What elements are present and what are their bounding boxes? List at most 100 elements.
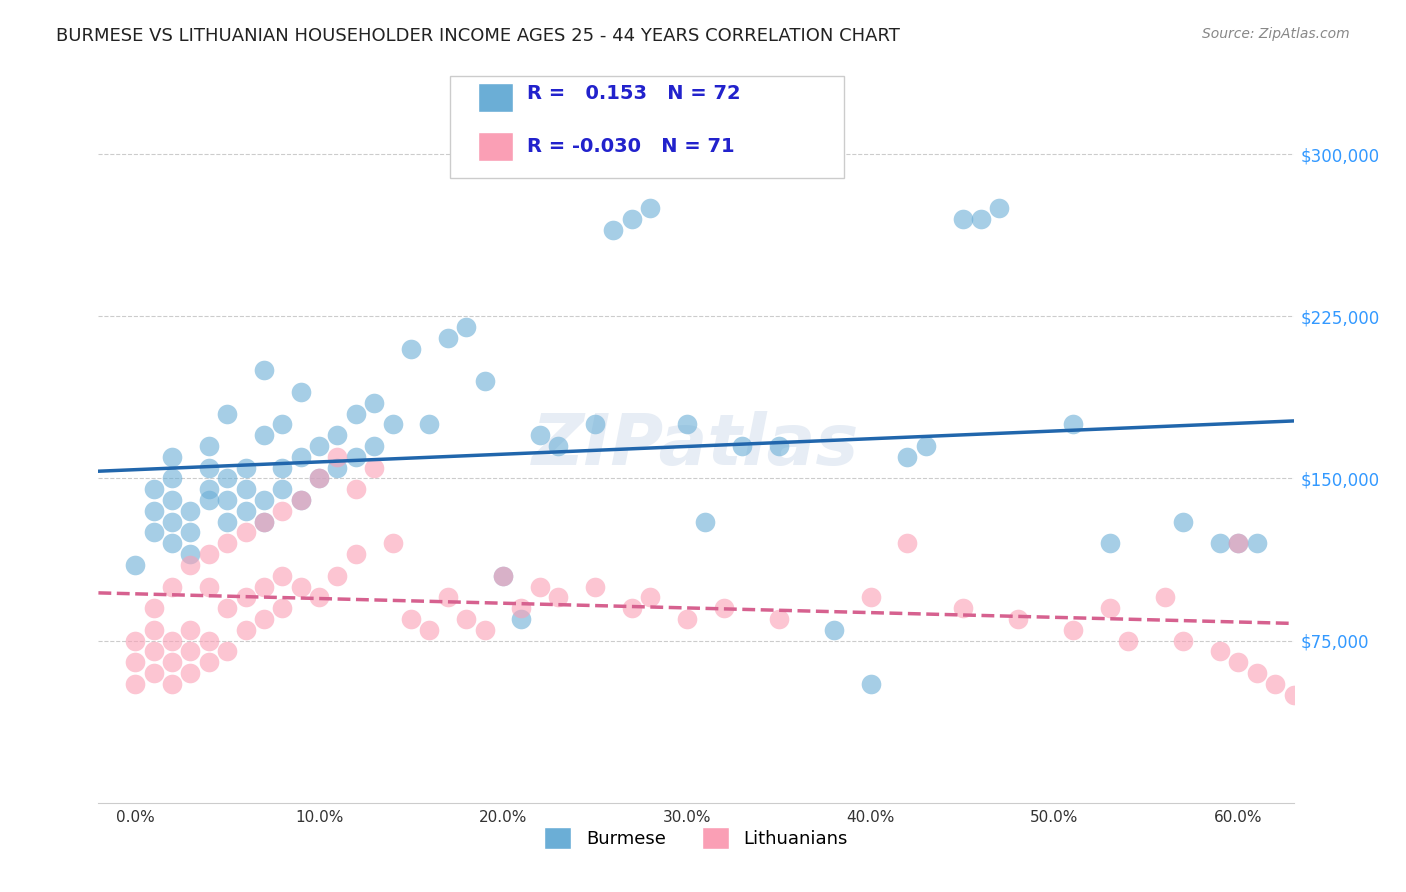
Point — [638, 201, 661, 215]
Point — [290, 493, 312, 508]
Point — [217, 407, 239, 421]
Point — [271, 460, 294, 475]
Point — [1246, 536, 1268, 550]
Text: Source: ZipAtlas.com: Source: ZipAtlas.com — [1202, 27, 1350, 41]
Point — [271, 601, 294, 615]
Point — [124, 677, 146, 691]
Point — [675, 612, 697, 626]
Point — [217, 471, 239, 485]
Point — [418, 623, 440, 637]
Point — [253, 493, 276, 508]
Point — [160, 633, 183, 648]
Point — [217, 644, 239, 658]
Point — [271, 568, 294, 582]
Point — [713, 601, 735, 615]
Point — [197, 633, 219, 648]
Point — [197, 655, 219, 669]
Point — [547, 439, 569, 453]
Point — [896, 450, 918, 464]
Point — [142, 601, 165, 615]
Point — [197, 580, 219, 594]
Point — [235, 525, 257, 540]
Point — [326, 568, 349, 582]
Point — [1282, 688, 1305, 702]
Point — [160, 471, 183, 485]
Point — [142, 525, 165, 540]
Point — [271, 482, 294, 496]
Point — [1227, 536, 1250, 550]
Point — [179, 525, 201, 540]
Text: BURMESE VS LITHUANIAN HOUSEHOLDER INCOME AGES 25 - 44 YEARS CORRELATION CHART: BURMESE VS LITHUANIAN HOUSEHOLDER INCOME… — [56, 27, 900, 45]
Point — [988, 201, 1011, 215]
Point — [1209, 644, 1232, 658]
Point — [124, 558, 146, 572]
Point — [638, 591, 661, 605]
Point — [253, 428, 276, 442]
Point — [1116, 633, 1139, 648]
Point — [1173, 633, 1195, 648]
Point — [179, 644, 201, 658]
Point — [197, 482, 219, 496]
Point — [399, 342, 422, 356]
Point — [768, 439, 790, 453]
Point — [1098, 536, 1121, 550]
Point — [124, 633, 146, 648]
Point — [179, 547, 201, 561]
Point — [363, 460, 385, 475]
Point — [235, 482, 257, 496]
Point — [1264, 677, 1286, 691]
Point — [160, 493, 183, 508]
Point — [290, 493, 312, 508]
Point — [308, 591, 330, 605]
Point — [456, 320, 478, 334]
Point — [456, 612, 478, 626]
Point — [1246, 666, 1268, 681]
Legend: Burmese, Lithuanians: Burmese, Lithuanians — [536, 818, 856, 858]
Point — [142, 644, 165, 658]
Point — [142, 623, 165, 637]
Point — [160, 515, 183, 529]
Point — [363, 396, 385, 410]
Point — [675, 417, 697, 432]
Point — [290, 450, 312, 464]
Point — [253, 612, 276, 626]
Point — [344, 450, 367, 464]
Point — [253, 580, 276, 594]
Point — [510, 612, 533, 626]
Point — [197, 460, 219, 475]
Point — [363, 439, 385, 453]
Point — [326, 460, 349, 475]
Point — [308, 471, 330, 485]
Point — [399, 612, 422, 626]
Point — [235, 591, 257, 605]
Point — [217, 515, 239, 529]
Point — [344, 407, 367, 421]
Point — [160, 450, 183, 464]
Point — [271, 417, 294, 432]
Point — [602, 223, 624, 237]
Point — [124, 655, 146, 669]
Point — [142, 504, 165, 518]
Point — [1227, 536, 1250, 550]
Point — [418, 417, 440, 432]
Point — [1062, 623, 1084, 637]
Point — [620, 601, 643, 615]
Point — [197, 547, 219, 561]
Point — [344, 547, 367, 561]
Point — [823, 623, 845, 637]
Point — [235, 504, 257, 518]
Point — [179, 504, 201, 518]
Point — [529, 580, 551, 594]
Point — [381, 536, 404, 550]
Point — [179, 666, 201, 681]
Point — [1209, 536, 1232, 550]
Text: ZIPatlas: ZIPatlas — [533, 411, 859, 481]
Point — [197, 439, 219, 453]
Point — [1098, 601, 1121, 615]
Point — [1153, 591, 1175, 605]
Point — [583, 580, 606, 594]
Point — [474, 623, 496, 637]
Point — [1227, 655, 1250, 669]
Point — [235, 623, 257, 637]
Point — [160, 677, 183, 691]
